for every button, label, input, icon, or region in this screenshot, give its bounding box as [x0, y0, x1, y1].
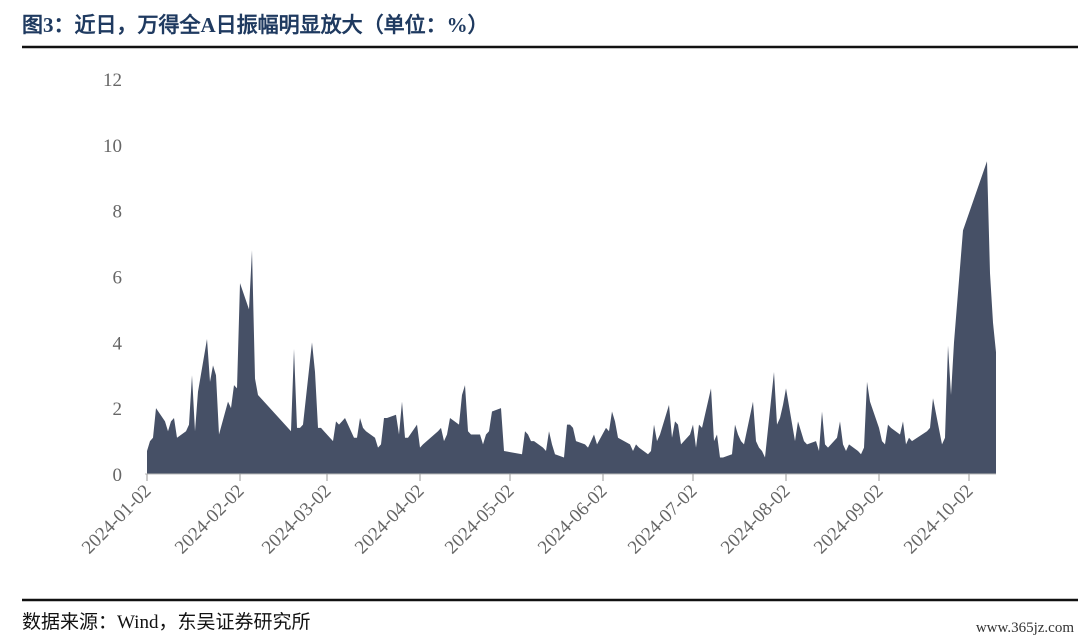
- x-tick-label: 2024-09-02: [810, 481, 888, 559]
- y-tick-label: 0: [113, 465, 123, 486]
- y-tick-label: 4: [113, 333, 123, 354]
- x-tick-label: 2024-02-02: [171, 481, 249, 559]
- y-tick-label: 2: [113, 399, 123, 420]
- y-tick-label: 6: [113, 268, 123, 289]
- source: 数据来源：Wind，东吴证券研究所: [22, 611, 310, 633]
- watermark: www.365jz.com: [976, 620, 1075, 636]
- x-tick-label: 2024-07-02: [624, 481, 702, 559]
- x-tick-label: 2024-05-02: [441, 481, 519, 559]
- area: [147, 161, 996, 475]
- y-tick-label: 8: [113, 202, 123, 223]
- x-tick-label: 2024-03-02: [258, 481, 336, 559]
- x-tick-label: 2024-10-02: [900, 481, 978, 559]
- x-tick-label: 2024-01-02: [78, 481, 156, 559]
- x-tick-label: 2024-08-02: [717, 481, 795, 559]
- x-tick-label: 2024-06-02: [534, 481, 612, 559]
- x-tick-label: 2024-04-02: [351, 481, 429, 559]
- y-tick-label: 10: [103, 136, 122, 157]
- y-tick-label: 12: [103, 70, 122, 91]
- chart-title: 图3：近日，万得全A日振幅明显放大（单位：%）: [22, 13, 489, 37]
